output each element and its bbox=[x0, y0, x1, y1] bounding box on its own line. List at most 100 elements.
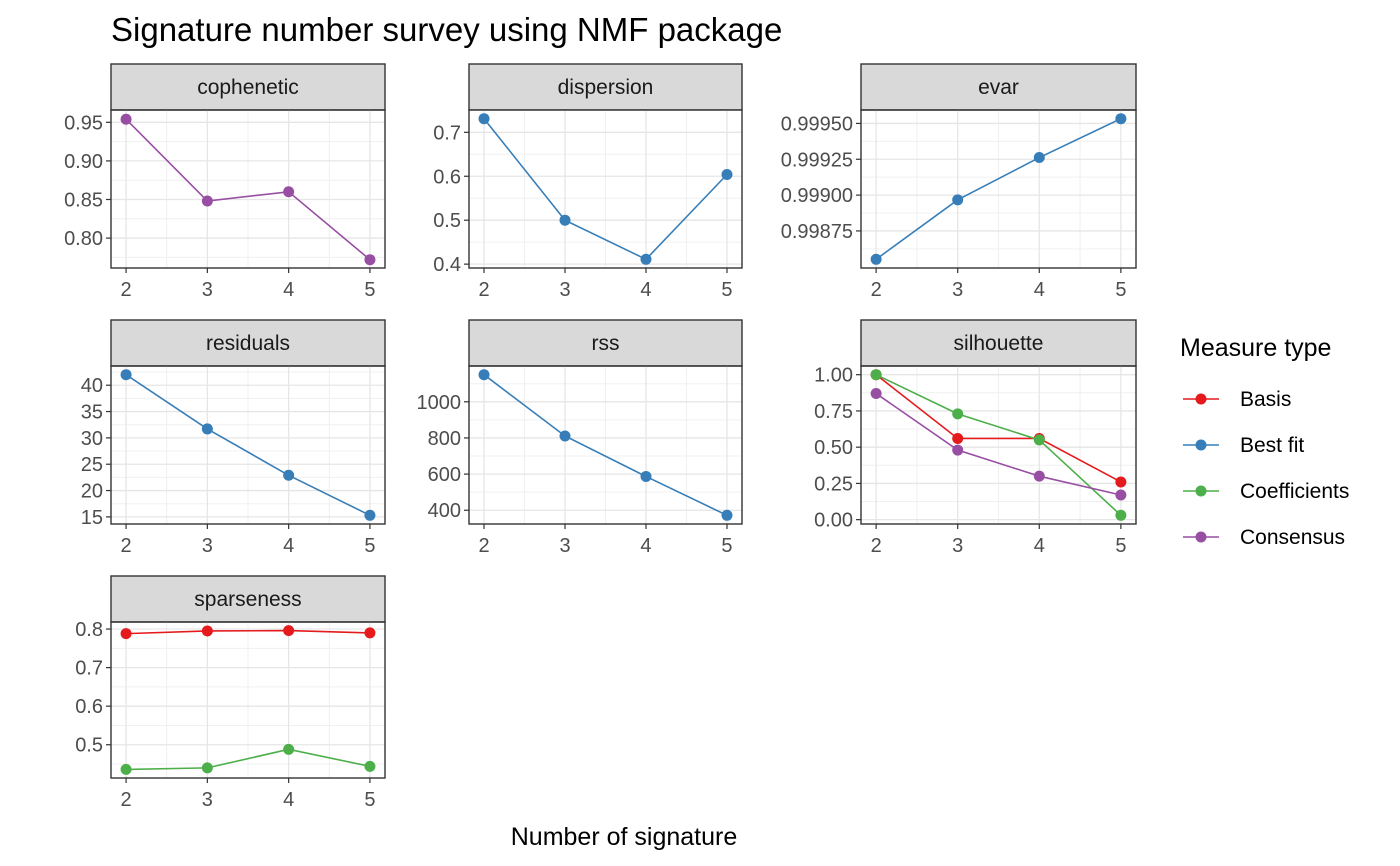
panel-border-cophenetic bbox=[110, 109, 386, 269]
panel-border-silhouette bbox=[860, 365, 1137, 525]
x-tick-label: 4 bbox=[283, 279, 294, 301]
x-tick-label: 5 bbox=[1115, 279, 1126, 301]
legend-item: Coefficients bbox=[1183, 480, 1349, 503]
x-tick-label: 3 bbox=[202, 789, 213, 811]
y-tick-label: 0.6 bbox=[433, 166, 461, 188]
legend-item: Consensus bbox=[1183, 526, 1345, 549]
series-line-consensus bbox=[125, 118, 371, 261]
x-tick-label: 5 bbox=[721, 535, 732, 557]
data-point bbox=[201, 195, 213, 207]
series-line-best-fit bbox=[125, 374, 371, 517]
data-point bbox=[120, 763, 132, 775]
data-point bbox=[721, 168, 733, 180]
data-point bbox=[721, 509, 733, 521]
series-line-best-fit bbox=[483, 118, 728, 261]
series-line-best-fit bbox=[483, 374, 728, 517]
x-tick-label: 4 bbox=[1034, 279, 1045, 301]
legend-item: Basis bbox=[1183, 388, 1291, 411]
data-point bbox=[640, 253, 652, 265]
data-point bbox=[364, 254, 376, 266]
data-point bbox=[952, 444, 964, 456]
y-tick-label: 40 bbox=[81, 375, 103, 397]
data-point bbox=[364, 760, 376, 772]
y-tick-label: 0.90 bbox=[64, 151, 103, 173]
legend-key-point bbox=[1195, 439, 1207, 451]
x-tick-label: 5 bbox=[364, 789, 375, 811]
data-point bbox=[870, 369, 882, 381]
strip-label-dispersion: dispersion bbox=[558, 76, 654, 99]
legend-key-point bbox=[1195, 531, 1207, 543]
x-tick-label: 3 bbox=[952, 535, 963, 557]
panel-dispersion: dispersion 0.4 0.5 0.6 0.7 2 3 4 5 bbox=[433, 63, 743, 301]
legend-label: Consensus bbox=[1240, 526, 1345, 549]
y-tick-label: 0.99875 bbox=[781, 221, 853, 243]
panel-sparseness: sparseness 0.5 0.6 0.7 0.8 2 3 4 5 bbox=[75, 575, 386, 811]
strip-label-silhouette: silhouette bbox=[954, 332, 1044, 355]
x-tick-label: 3 bbox=[202, 535, 213, 557]
strip-dispersion bbox=[468, 63, 743, 111]
data-point bbox=[120, 628, 132, 640]
y-tick-label: 0.5 bbox=[75, 735, 103, 757]
data-point bbox=[1033, 152, 1045, 164]
x-tick-label: 2 bbox=[478, 279, 489, 301]
data-point bbox=[120, 369, 132, 381]
legend-label: Best fit bbox=[1240, 434, 1304, 457]
legend-label: Coefficients bbox=[1240, 480, 1349, 503]
y-tick-label: 0.00 bbox=[814, 510, 853, 532]
panel-border-rss bbox=[468, 365, 743, 525]
y-tick-label: 800 bbox=[428, 428, 461, 450]
y-tick-label: 25 bbox=[81, 454, 103, 476]
data-point bbox=[1033, 434, 1045, 446]
series-line-basis bbox=[875, 374, 1122, 483]
y-tick-label: 400 bbox=[428, 500, 461, 522]
legend-key-point bbox=[1195, 393, 1207, 405]
x-tick-label: 2 bbox=[871, 535, 882, 557]
data-point bbox=[1115, 509, 1127, 521]
y-tick-label: 600 bbox=[428, 464, 461, 486]
data-point bbox=[559, 430, 571, 442]
data-point bbox=[364, 627, 376, 639]
x-tick-label: 5 bbox=[721, 279, 732, 301]
x-tick-label: 4 bbox=[640, 279, 651, 301]
strip-label-rss: rss bbox=[592, 332, 620, 355]
panel-cophenetic: cophenetic 0.80 0.85 0.90 0.95 2 3 4 5 bbox=[64, 63, 386, 301]
y-tick-label: 0.4 bbox=[433, 254, 461, 276]
strip-cophenetic bbox=[110, 63, 386, 111]
chart-title: Signature number survey using NMF packag… bbox=[111, 11, 782, 48]
y-tick-label: 0.99925 bbox=[781, 149, 853, 171]
y-tick-label: 0.7 bbox=[75, 658, 103, 680]
x-tick-label: 4 bbox=[283, 789, 294, 811]
x-tick-label: 3 bbox=[559, 535, 570, 557]
series-line-coefficients bbox=[126, 748, 371, 771]
series-line-basis bbox=[126, 629, 370, 635]
data-point bbox=[283, 743, 295, 755]
x-tick-label: 5 bbox=[1115, 535, 1126, 557]
panel-border-dispersion bbox=[468, 109, 743, 269]
strip-rss bbox=[468, 319, 743, 367]
legend-items: Basis Best fit Coefficients Consensus bbox=[1183, 388, 1349, 549]
y-tick-label: 0.99900 bbox=[781, 185, 853, 207]
data-point bbox=[1115, 113, 1127, 125]
x-tick-label: 5 bbox=[364, 279, 375, 301]
strip-evar bbox=[860, 63, 1137, 111]
y-tick-label: 0.75 bbox=[814, 401, 853, 423]
data-point bbox=[952, 408, 964, 420]
data-point bbox=[1115, 476, 1127, 488]
data-point bbox=[283, 186, 295, 198]
y-tick-label: 0.99950 bbox=[781, 113, 853, 135]
strip-label-sparseness: sparseness bbox=[194, 588, 301, 611]
y-tick-label: 0.5 bbox=[433, 210, 461, 232]
y-tick-label: 0.95 bbox=[64, 112, 103, 134]
strip-label-residuals: residuals bbox=[206, 332, 290, 355]
data-point bbox=[640, 470, 652, 482]
x-tick-label: 2 bbox=[121, 279, 132, 301]
data-point bbox=[201, 625, 213, 637]
panel-border-sparseness bbox=[110, 621, 386, 779]
legend-title: Measure type bbox=[1180, 334, 1331, 362]
data-point bbox=[201, 423, 213, 435]
data-point bbox=[1115, 489, 1127, 501]
x-axis-title: Number of signature bbox=[511, 823, 738, 851]
panel-silhouette: silhouette 0.00 0.25 0.50 0.75 1.00 2 3 4 5 bbox=[814, 319, 1137, 557]
data-point bbox=[952, 432, 964, 444]
